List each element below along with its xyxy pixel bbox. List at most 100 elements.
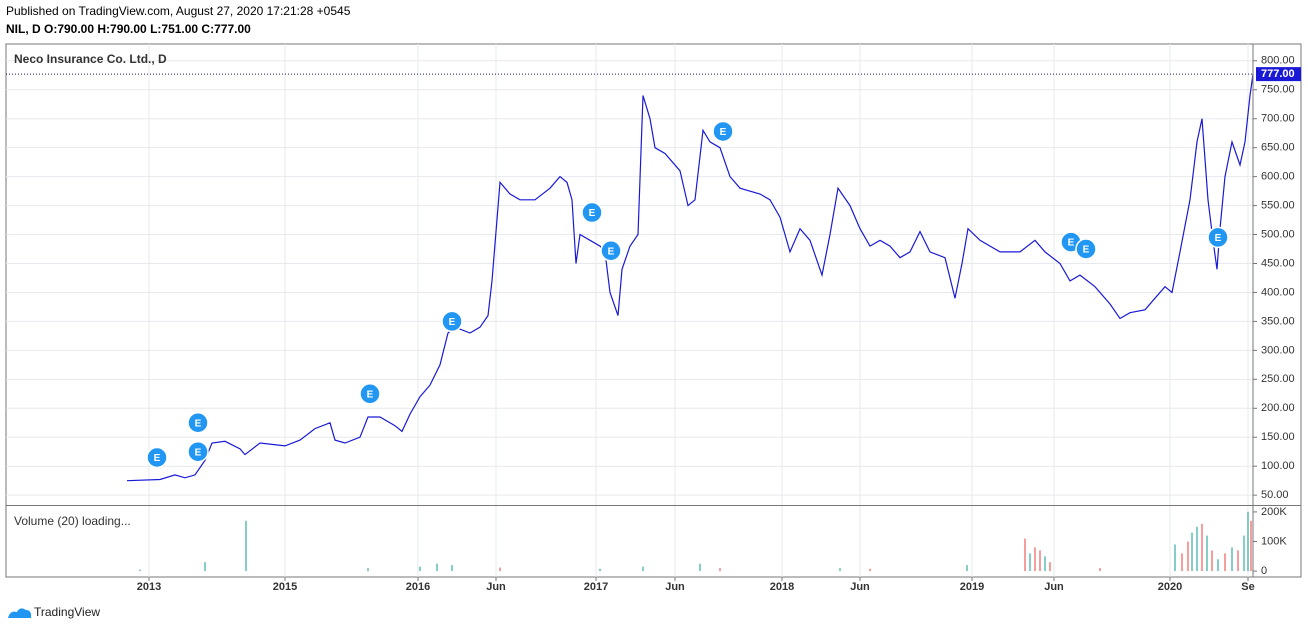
volume-bar [1247, 511, 1249, 572]
earnings-label: E [608, 246, 615, 257]
volume-bar [1024, 538, 1026, 572]
volume-bar [1029, 553, 1031, 572]
y-tick-label: 750.00 [1261, 84, 1295, 96]
volume-bar [139, 569, 141, 572]
x-tick-label: Jun [665, 581, 685, 593]
earnings-marker: E [187, 440, 209, 463]
chart-title: Neco Insurance Co. Ltd., D [14, 52, 167, 66]
last-price-label: 777.00 [1261, 68, 1295, 80]
volume-bar [245, 520, 247, 572]
volume-bar [419, 566, 421, 572]
volume-bar [1217, 559, 1219, 572]
last-price-box [1256, 67, 1301, 82]
volume-bar [436, 563, 438, 572]
earnings-marker: E [1207, 226, 1229, 249]
earnings-label: E [367, 389, 374, 400]
volume-bar [1231, 547, 1233, 572]
volume-bar [1099, 568, 1101, 572]
earnings-dot [187, 440, 209, 463]
earnings-marker: E [712, 120, 734, 143]
volume-bar [1206, 535, 1208, 572]
volume-bar [1224, 553, 1226, 572]
y-tick-label: 0 [1261, 565, 1267, 577]
volume-bar [839, 568, 841, 572]
earnings-label: E [154, 453, 161, 464]
earnings-marker: E [1075, 238, 1097, 260]
earnings-label: E [195, 447, 202, 458]
x-tick-label: 2020 [1158, 581, 1182, 593]
volume-bar [1049, 562, 1051, 572]
volume-bar [1237, 550, 1239, 572]
volume-bar [204, 562, 206, 572]
earnings-label: E [1068, 238, 1075, 249]
price-line [126, 74, 1254, 482]
y-tick-label: 450.00 [1261, 257, 1295, 269]
volume-bar [1211, 550, 1213, 572]
volume-bar [1187, 541, 1189, 572]
volume-bar [1201, 523, 1203, 572]
earnings-label: E [589, 208, 596, 219]
earnings-marker: E [187, 412, 209, 434]
volume-bar [367, 568, 369, 572]
volume-bar [1039, 550, 1041, 572]
y-tick-label: 500.00 [1261, 228, 1295, 240]
x-tick-label: 2017 [584, 581, 608, 593]
x-tick-label: 2015 [273, 581, 297, 593]
earnings-label: E [195, 418, 202, 429]
y-tick-label: 100.00 [1261, 460, 1295, 472]
earnings-marker: E [359, 383, 381, 405]
earnings-dot [146, 446, 168, 469]
y-tick-label: 250.00 [1261, 373, 1295, 385]
volume-bar [1034, 547, 1036, 572]
x-tick-label: 2018 [770, 581, 794, 593]
y-tick-label: 550.00 [1261, 199, 1295, 211]
volume-bar [1191, 532, 1193, 572]
earnings-label: E [449, 317, 456, 328]
volume-bar [699, 563, 701, 572]
y-tick-label: 100K [1261, 535, 1287, 547]
earnings-marker: E [441, 310, 463, 333]
earnings-dot [712, 120, 734, 143]
volume-bar [1044, 556, 1046, 572]
volume-title: Volume (20) loading... [14, 514, 131, 528]
earnings-dot [581, 201, 603, 224]
x-tick-label: Jun [850, 581, 870, 593]
y-tick-label: 300.00 [1261, 344, 1295, 356]
volume-bar [451, 565, 453, 572]
earnings-dot [1075, 238, 1097, 260]
x-tick-label: Se [1241, 581, 1254, 593]
earnings-marker: E [581, 201, 603, 224]
y-tick-label: 700.00 [1261, 113, 1295, 125]
y-tick-label: 200.00 [1261, 402, 1295, 414]
volume-bar [719, 568, 721, 572]
y-tick-label: 350.00 [1261, 315, 1295, 327]
earnings-label: E [1215, 233, 1222, 244]
y-tick-label: 400.00 [1261, 286, 1295, 298]
earnings-dot [359, 383, 381, 405]
volume-bar [1250, 520, 1252, 572]
y-tick-label: 800.00 [1261, 55, 1295, 67]
y-tick-label: 50.00 [1261, 489, 1289, 501]
x-tick-label: 2016 [406, 581, 430, 593]
ohlc-text: NIL, D O:790.00 H:790.00 L:751.00 C:777.… [6, 22, 251, 36]
volume-bar [1174, 544, 1176, 572]
earnings-dot [600, 240, 622, 262]
earnings-label: E [1083, 245, 1090, 256]
y-tick-label: 200K [1261, 506, 1287, 518]
earnings-marker: E [146, 446, 168, 469]
volume-bar [1243, 535, 1245, 572]
x-tick-label: 2019 [960, 581, 984, 593]
y-tick-label: 600.00 [1261, 171, 1295, 183]
volume-bar [1196, 526, 1198, 572]
brand-logo [8, 608, 32, 618]
x-tick-label: 2013 [137, 581, 161, 593]
earnings-dot [1207, 226, 1229, 249]
volume-bar [869, 568, 871, 572]
volume-bar [642, 566, 644, 572]
x-tick-label: Jun [1044, 581, 1064, 593]
brand: TradingView [34, 605, 100, 619]
y-tick-label: 150.00 [1261, 431, 1295, 443]
earnings-marker: E [600, 240, 622, 262]
